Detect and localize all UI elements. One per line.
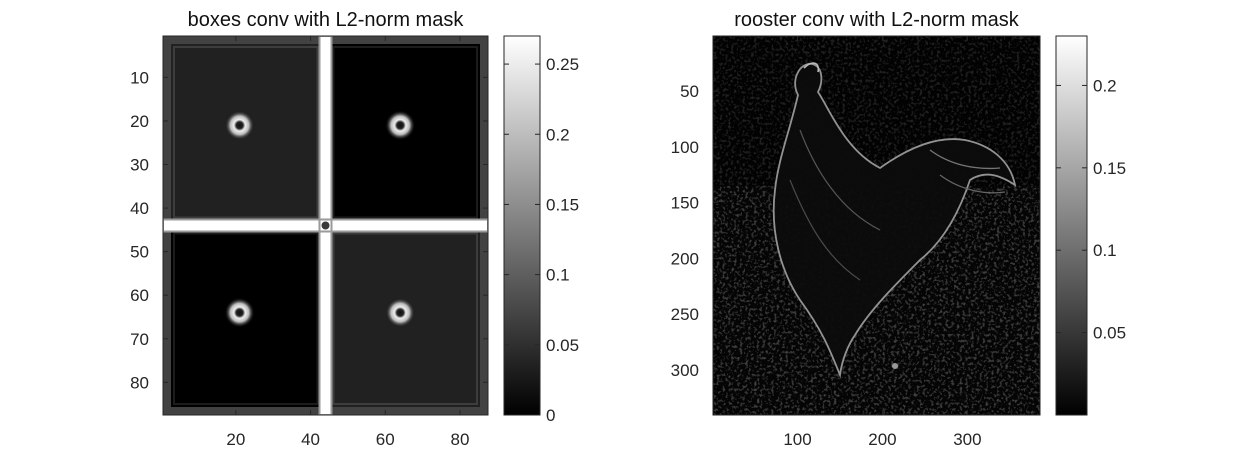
right-y-tick-label: 100 <box>671 138 699 157</box>
right-colorbar-ticks: 0.05 0.1 0.15 0.2 <box>1056 76 1126 343</box>
right-x-tick-label: 200 <box>868 430 896 449</box>
left-colorbar-tick-label: 0.15 <box>546 195 579 214</box>
left-heatmap-image <box>163 36 488 415</box>
left-y-tick-label: 30 <box>130 156 149 175</box>
quadrant-inner-edge <box>173 232 319 405</box>
left-panel: boxes conv with L2-norm mask 20 40 60 80 10… <box>130 9 579 449</box>
right-colorbar <box>1055 35 1088 416</box>
left-colorbar-ticks: 0 0.05 0.1 0.15 0.2 0.25 <box>504 55 579 425</box>
left-x-axis: 20 40 60 80 <box>226 36 469 449</box>
left-axes-box <box>162 35 489 416</box>
left-colorbar <box>503 35 541 416</box>
right-x-axis: 100 200 300 <box>783 36 982 449</box>
left-colorbar-tick-label: 0.25 <box>546 55 579 74</box>
left-x-tick-label: 40 <box>301 430 320 449</box>
left-y-axis: 10 20 30 40 50 60 70 80 <box>130 68 488 392</box>
left-chart-title: boxes conv with L2-norm mask <box>188 9 465 31</box>
right-y-tick-label: 250 <box>671 305 699 324</box>
left-y-tick-label: 80 <box>130 373 149 392</box>
right-y-tick-label: 50 <box>680 82 699 101</box>
left-y-tick-label: 40 <box>130 199 149 218</box>
blob-mark <box>385 110 416 141</box>
left-y-tick-label: 70 <box>130 330 149 349</box>
left-colorbar-tick-label: 0.1 <box>546 266 570 285</box>
left-y-tick-label: 10 <box>130 68 149 87</box>
right-y-tick-label: 200 <box>671 249 699 268</box>
right-y-axis: 50 100 150 200 250 300 <box>671 82 1040 380</box>
right-panel: rooster conv with L2-norm mask 100 200 300… <box>671 9 1126 449</box>
blob-mark <box>224 110 255 141</box>
left-x-tick-label: 80 <box>451 430 470 449</box>
left-colorbar-tick-label: 0.05 <box>546 336 579 355</box>
left-x-tick-label: 60 <box>376 430 395 449</box>
right-axes-box <box>712 35 1041 416</box>
horizontal-divider-edge <box>163 218 488 233</box>
right-chart-title: rooster conv with L2-norm mask <box>734 9 1020 31</box>
left-y-tick-label: 20 <box>130 112 149 131</box>
right-y-tick-label: 300 <box>671 361 699 380</box>
right-colorbar-tick-label: 0.1 <box>1093 241 1117 260</box>
right-colorbar-tick-label: 0.15 <box>1093 159 1126 178</box>
right-colorbar-tick-label: 0.2 <box>1093 76 1117 95</box>
blob-mark <box>385 297 416 328</box>
left-colorbar-tick-label: 0.2 <box>546 125 570 144</box>
quadrant-inner-edge <box>173 46 319 219</box>
divider-crossing <box>321 221 330 230</box>
left-y-tick-label: 50 <box>130 243 149 262</box>
right-y-tick-label: 150 <box>671 194 699 213</box>
left-colorbar-tick-label: 0 <box>546 406 555 425</box>
left-y-tick-label: 60 <box>130 286 149 305</box>
right-x-tick-label: 100 <box>783 430 811 449</box>
vertical-divider-edge <box>318 36 333 415</box>
right-heatmap-image <box>713 36 1040 415</box>
blob-mark <box>224 297 255 328</box>
quadrant-inner-edge <box>332 46 478 219</box>
right-x-tick-label: 300 <box>953 430 981 449</box>
left-x-tick-label: 20 <box>226 430 245 449</box>
right-colorbar-tick-label: 0.05 <box>1093 324 1126 343</box>
quadrant-inner-edge <box>332 232 478 405</box>
